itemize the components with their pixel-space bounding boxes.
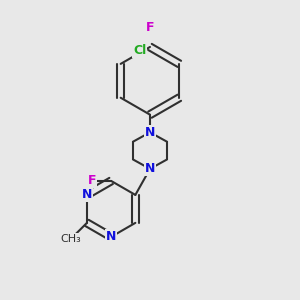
Text: CH₃: CH₃	[60, 234, 81, 244]
Text: F: F	[146, 21, 154, 34]
Text: N: N	[82, 188, 92, 201]
Text: N: N	[106, 230, 116, 243]
Text: N: N	[145, 162, 155, 175]
Text: F: F	[88, 174, 96, 188]
Text: Cl: Cl	[133, 44, 146, 57]
Text: N: N	[145, 126, 155, 139]
